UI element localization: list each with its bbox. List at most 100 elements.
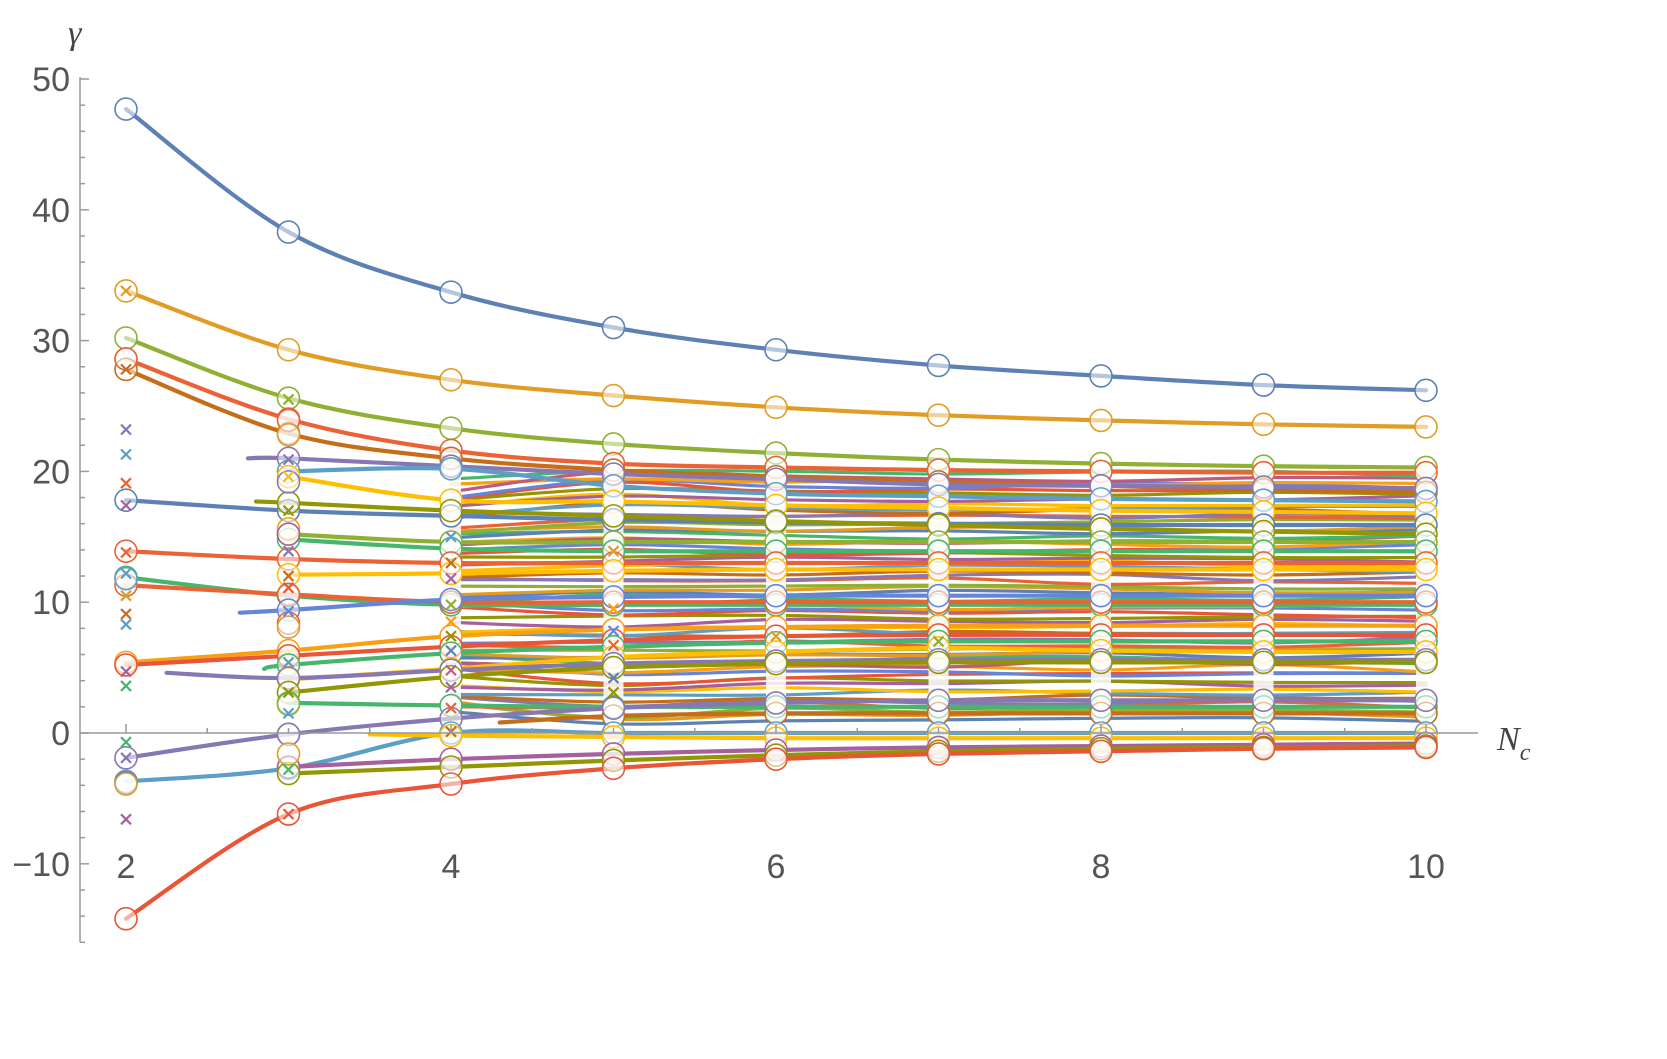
series-line (286, 474, 1429, 516)
series-point (439, 456, 463, 481)
y-tick-label: 10 (32, 584, 70, 622)
circle-marker (276, 470, 301, 494)
series-point (601, 383, 626, 408)
series-point (1414, 735, 1438, 760)
series-point (1251, 373, 1276, 397)
cross-marker (932, 635, 945, 648)
cross-marker (120, 448, 132, 461)
cross-marker (120, 546, 132, 559)
cross-marker (282, 453, 295, 466)
cross-marker (120, 499, 132, 512)
series-point (439, 368, 463, 392)
series-point (926, 557, 951, 582)
marker-layer (114, 97, 1438, 931)
series-point (601, 432, 626, 456)
cross-marker (282, 545, 295, 557)
series-point (1414, 583, 1438, 608)
circle-marker (276, 742, 301, 766)
cross-marker (445, 630, 457, 642)
circle-marker (276, 522, 301, 546)
cross-marker (445, 681, 457, 693)
series-point (439, 561, 463, 586)
series-point (276, 761, 301, 786)
series-line (253, 499, 1429, 537)
series-point (926, 403, 951, 427)
series-point (601, 504, 626, 528)
axes: 2 4 6 8 10 −10 0 10 20 30 40 50 (12, 61, 1478, 944)
series-point (1089, 364, 1113, 388)
y-tick-label: 40 (32, 192, 70, 230)
circle-marker (114, 566, 138, 591)
series-point (926, 583, 951, 608)
circle-marker (276, 615, 301, 639)
x-tick-label: 4 (442, 848, 461, 886)
cross-marker (607, 686, 620, 699)
series-line (286, 567, 1429, 577)
series-line (286, 532, 1429, 545)
series-point (1414, 378, 1438, 403)
x-tick-label: 8 (1092, 848, 1111, 886)
series-point (764, 509, 788, 533)
cross-marker (445, 664, 457, 676)
y-tick-label: 30 (32, 323, 70, 361)
y-tick-label: 0 (51, 715, 70, 753)
series-point (1251, 557, 1276, 582)
cross-marker (120, 736, 132, 748)
cross-marker (282, 656, 295, 669)
y-tick-label: 50 (32, 61, 70, 99)
series-point (114, 653, 138, 677)
cross-marker (282, 582, 295, 594)
series-point (1089, 739, 1113, 764)
series-point (114, 906, 138, 931)
series-point (1414, 650, 1438, 675)
cross-marker (445, 616, 457, 628)
series-point (764, 395, 788, 420)
y-axis-title: γ (68, 15, 83, 52)
x-tick-label: 10 (1407, 848, 1445, 886)
series-point (1089, 583, 1113, 608)
series-point (1251, 688, 1276, 713)
cross-marker (120, 589, 132, 602)
x-axis-title: Nc (1496, 721, 1531, 766)
series-point (601, 585, 626, 609)
series-line (286, 660, 1429, 695)
cross-marker (607, 602, 620, 615)
cross-marker (282, 470, 295, 483)
series-point (1089, 688, 1113, 713)
cross-marker (607, 625, 620, 637)
series-point (764, 747, 788, 771)
circle-marker (114, 772, 138, 796)
series-point (764, 651, 788, 676)
cross-marker (607, 639, 620, 652)
cross-marker (120, 423, 132, 436)
y-tick-label: −10 (12, 846, 70, 884)
series-line (286, 466, 1429, 504)
cross-marker (120, 567, 132, 580)
series-point (1251, 650, 1276, 675)
cross-marker (282, 686, 295, 699)
cross-marker (120, 813, 132, 826)
series-point (276, 337, 301, 362)
cross-marker (282, 393, 295, 406)
cross-marker (445, 557, 457, 569)
cross-marker (445, 531, 457, 543)
circle-marker (276, 722, 301, 747)
cross-marker (607, 672, 620, 684)
series-point (764, 583, 788, 608)
x-tick-label: 2 (117, 848, 136, 886)
cross-marker (445, 644, 457, 657)
circle-marker (276, 422, 301, 447)
x-axis-title-main: N (1496, 721, 1522, 758)
cross-marker (120, 752, 132, 764)
series-point (1251, 736, 1276, 761)
series-point (601, 655, 626, 680)
cross-marker (607, 545, 620, 557)
x-tick-label: 6 (767, 848, 786, 886)
series-line (286, 537, 1429, 554)
series-point (1251, 412, 1276, 437)
series-point (926, 353, 951, 378)
series-point (926, 742, 951, 766)
cross-marker (282, 504, 295, 517)
series-point (114, 326, 138, 350)
